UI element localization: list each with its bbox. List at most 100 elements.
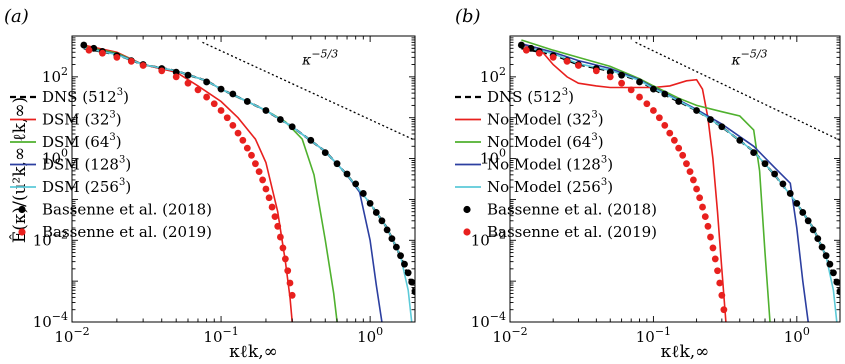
data-point bbox=[321, 149, 329, 157]
data-point bbox=[818, 243, 826, 251]
panel-tag: (a) bbox=[4, 6, 29, 27]
data-point bbox=[288, 291, 296, 299]
legend-label: Bassenne et al. (2019) bbox=[42, 223, 212, 241]
data-point bbox=[686, 168, 694, 175]
legend-label: DSM (323) bbox=[42, 110, 122, 129]
data-point bbox=[99, 49, 106, 57]
data-point bbox=[689, 176, 697, 184]
y-tick-label: 102 bbox=[480, 65, 506, 86]
data-point bbox=[239, 136, 247, 144]
data-point bbox=[618, 79, 625, 87]
data-point bbox=[679, 151, 687, 159]
panel-b: (b)κ−5/310−2 10−1 10010−410−2100102κℓk,∞DN… bbox=[455, 6, 841, 362]
legend-label: Bassenne et al. (2019) bbox=[487, 223, 657, 241]
data-point bbox=[127, 57, 135, 65]
data-point bbox=[675, 144, 683, 152]
y-tick-label: 102 bbox=[42, 65, 68, 86]
data-point bbox=[268, 203, 276, 211]
data-point bbox=[378, 217, 386, 225]
data-point bbox=[714, 267, 721, 275]
data-point bbox=[675, 98, 683, 105]
data-point bbox=[606, 73, 614, 81]
data-point bbox=[833, 278, 840, 286]
data-point bbox=[223, 114, 231, 122]
data-point bbox=[826, 260, 834, 268]
data-point bbox=[234, 129, 242, 137]
data-point bbox=[716, 279, 724, 287]
legend-label: No Model (643) bbox=[487, 132, 604, 151]
data-point bbox=[194, 86, 202, 94]
data-point bbox=[779, 180, 787, 188]
data-point bbox=[255, 168, 263, 175]
x-tick-label: 10−2 bbox=[54, 325, 89, 346]
data-point bbox=[830, 269, 837, 277]
legend-label: Bassenne et al. (2018) bbox=[42, 201, 212, 219]
legend-marker bbox=[18, 205, 26, 214]
data-point bbox=[517, 41, 525, 49]
x-tick-label: 10−2 bbox=[492, 325, 527, 346]
data-point bbox=[650, 85, 657, 93]
x-tick-label: 100 bbox=[784, 325, 810, 346]
y-tick-label: 100 bbox=[42, 147, 68, 168]
data-point bbox=[279, 244, 287, 252]
series-line-2 bbox=[521, 39, 771, 322]
data-point bbox=[711, 255, 719, 263]
y-tick-label: 10−4 bbox=[33, 310, 68, 331]
data-point bbox=[696, 194, 704, 202]
data-point bbox=[718, 123, 726, 131]
data-point bbox=[372, 209, 380, 216]
x-axis-label: κℓk,∞ bbox=[661, 342, 710, 362]
data-point bbox=[366, 199, 374, 207]
data-point bbox=[709, 244, 717, 252]
x-tick-label: 10−1 bbox=[203, 325, 238, 346]
panel-tag: (b) bbox=[455, 6, 481, 27]
data-point bbox=[809, 226, 817, 234]
data-point bbox=[229, 121, 237, 129]
data-point bbox=[229, 90, 237, 98]
data-point bbox=[670, 136, 678, 144]
data-point bbox=[184, 79, 192, 87]
data-point bbox=[636, 93, 643, 101]
data-point bbox=[262, 107, 270, 114]
reference-slope-line bbox=[202, 41, 415, 141]
data-point bbox=[771, 170, 779, 178]
y-tick-label: 100 bbox=[480, 147, 506, 168]
data-point bbox=[203, 93, 211, 101]
data-point bbox=[643, 100, 651, 108]
reference-slope-line bbox=[635, 41, 840, 141]
data-point bbox=[139, 62, 147, 69]
data-point bbox=[210, 100, 218, 108]
data-point bbox=[814, 235, 822, 242]
data-point bbox=[704, 222, 712, 230]
data-point bbox=[720, 306, 728, 314]
legend: DNS (5123) No Model (323) No Model (643) No… bbox=[455, 87, 657, 241]
data-point bbox=[307, 136, 315, 144]
data-point bbox=[535, 49, 543, 57]
data-point bbox=[707, 233, 714, 241]
data-point bbox=[401, 260, 408, 268]
data-point bbox=[217, 107, 225, 114]
data-point bbox=[248, 151, 255, 159]
data-point bbox=[636, 78, 643, 86]
data-point bbox=[259, 176, 267, 184]
data-point bbox=[761, 160, 769, 168]
data-point bbox=[793, 199, 801, 207]
slope-annotation: κ−5/3 bbox=[301, 48, 338, 69]
panel-a: (a)κ−5/310−2 10−1 10010−410−2100102κℓk,∞DN… bbox=[4, 6, 416, 362]
data-point bbox=[683, 160, 690, 168]
data-point bbox=[627, 86, 635, 94]
legend-label: No Model (2563) bbox=[487, 177, 613, 196]
data-point bbox=[404, 269, 412, 277]
data-point bbox=[699, 203, 706, 211]
data-point bbox=[243, 144, 251, 152]
series-line-1 bbox=[521, 44, 727, 322]
data-point bbox=[281, 255, 289, 263]
series-markers-6 bbox=[522, 46, 728, 314]
legend-label: DSM (1283) bbox=[42, 155, 131, 174]
data-point bbox=[85, 46, 93, 54]
legend-label: DSM (2563) bbox=[42, 177, 131, 196]
data-point bbox=[252, 160, 259, 168]
legend-marker bbox=[463, 205, 471, 214]
data-point bbox=[592, 67, 600, 75]
legend-label: DSM (643) bbox=[42, 132, 122, 151]
